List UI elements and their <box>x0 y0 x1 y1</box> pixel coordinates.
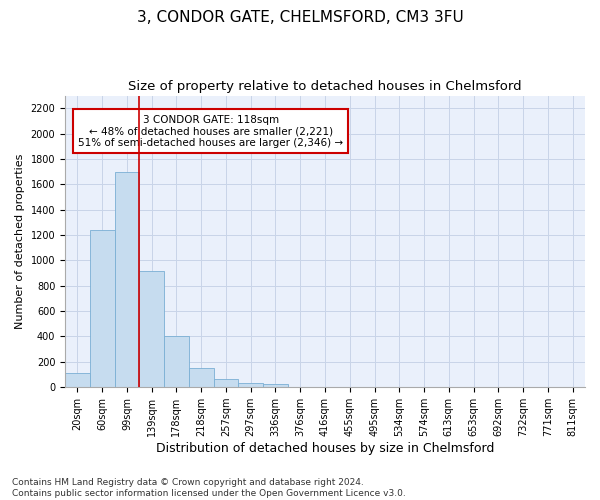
X-axis label: Distribution of detached houses by size in Chelmsford: Distribution of detached houses by size … <box>156 442 494 455</box>
Bar <box>214 379 238 387</box>
Bar <box>164 336 189 387</box>
Bar <box>65 372 90 387</box>
Text: 3, CONDOR GATE, CHELMSFORD, CM3 3FU: 3, CONDOR GATE, CHELMSFORD, CM3 3FU <box>137 10 463 25</box>
Bar <box>238 383 263 387</box>
Bar <box>90 230 115 387</box>
Text: Contains HM Land Registry data © Crown copyright and database right 2024.
Contai: Contains HM Land Registry data © Crown c… <box>12 478 406 498</box>
Y-axis label: Number of detached properties: Number of detached properties <box>15 154 25 329</box>
Bar <box>189 368 214 387</box>
Title: Size of property relative to detached houses in Chelmsford: Size of property relative to detached ho… <box>128 80 522 93</box>
Bar <box>115 172 139 387</box>
Bar <box>263 384 288 387</box>
Bar <box>139 270 164 387</box>
Text: 3 CONDOR GATE: 118sqm
← 48% of detached houses are smaller (2,221)
51% of semi-d: 3 CONDOR GATE: 118sqm ← 48% of detached … <box>78 114 343 148</box>
